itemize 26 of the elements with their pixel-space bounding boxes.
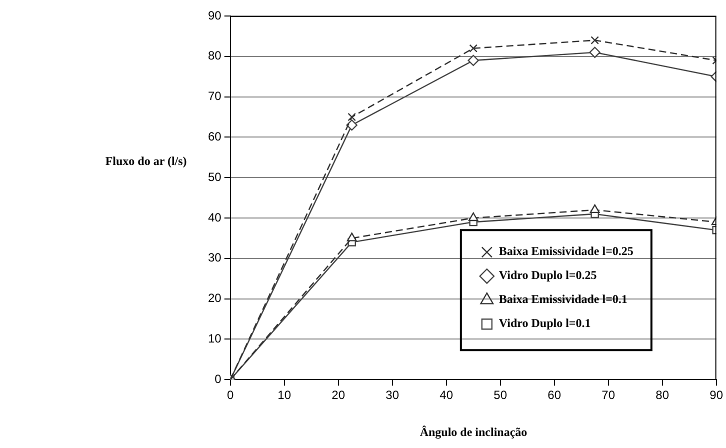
x-tick-label: 70 xyxy=(602,388,616,402)
y-tick-label: 70 xyxy=(208,89,222,104)
y-tick-label: 0 xyxy=(214,372,222,386)
x-axis-title: Ângulo de inclinação xyxy=(420,425,528,440)
legend-label: Vidro Duplo l=0.25 xyxy=(498,268,597,282)
legend-label: Baixa Emissividade l=0.1 xyxy=(498,292,628,306)
x-tick-label: 20 xyxy=(332,388,346,402)
x-tick-label: 10 xyxy=(278,388,292,402)
y-tick-label: 20 xyxy=(208,291,222,306)
y-tick-label: 30 xyxy=(208,250,222,265)
x-tick-label: 60 xyxy=(548,388,562,402)
x-tick-label: 30 xyxy=(386,388,400,402)
x-tick-label: 40 xyxy=(440,388,454,402)
x-tick-label: 0 xyxy=(227,388,234,402)
x-tick-label: 80 xyxy=(656,388,670,402)
y-tick-label: 90 xyxy=(208,8,222,22)
legend-label: Vidro Duplo l=0.1 xyxy=(498,316,591,330)
x-tick-label: 50 xyxy=(494,388,508,402)
y-tick-label: 50 xyxy=(208,170,222,184)
y-tick-label: 80 xyxy=(208,48,222,63)
y-tick-label: 10 xyxy=(208,332,222,346)
y-tick-label: 40 xyxy=(208,210,222,224)
y-axis-title: Fluxo do ar (l/s) xyxy=(105,154,187,170)
y-tick-label: 60 xyxy=(208,130,222,144)
x-tick-label: 90 xyxy=(710,388,724,402)
legend-label: Baixa Emissividade l=0.25 xyxy=(498,244,634,258)
